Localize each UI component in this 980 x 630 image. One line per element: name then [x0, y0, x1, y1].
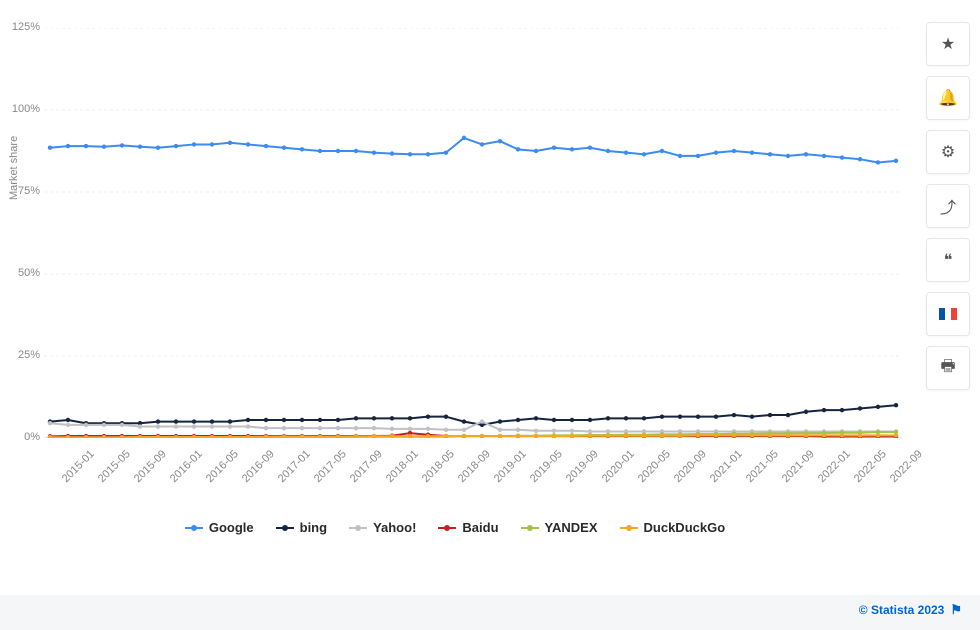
legend-swatch-icon — [521, 525, 539, 531]
legend-item[interactable]: Google — [185, 520, 254, 535]
print-icon[interactable]: 🖶 — [926, 346, 970, 390]
legend-label: Baidu — [462, 520, 498, 535]
chart-container: Market share 0%25%50%75%100%125% 2015-01… — [0, 0, 980, 595]
share-icon[interactable]: ⤴ — [926, 184, 970, 228]
x-tick-label: 2015-01 — [60, 448, 97, 485]
y-tick-label: 100% — [10, 103, 40, 115]
series-line — [50, 138, 896, 163]
gear-icon[interactable]: ⚙ — [926, 130, 970, 174]
legend-swatch-icon — [349, 525, 367, 531]
x-tick-label: 2022-01 — [816, 448, 853, 485]
legend-label: DuckDuckGo — [644, 520, 726, 535]
legend-item[interactable]: DuckDuckGo — [620, 520, 726, 535]
x-tick-label: 2016-05 — [204, 448, 241, 485]
legend-item[interactable]: bing — [276, 520, 327, 535]
footer-attribution: © Statista 2023 ⚑ — [859, 602, 962, 618]
y-tick-label: 125% — [10, 21, 40, 33]
star-icon[interactable]: ★ — [926, 22, 970, 66]
legend-swatch-icon — [438, 525, 456, 531]
copyright-text: © Statista 2023 — [859, 603, 945, 617]
x-tick-label: 2018-09 — [456, 448, 493, 485]
x-tick-label: 2020-01 — [600, 448, 637, 485]
y-tick-label: 0% — [10, 431, 40, 443]
x-tick-label: 2019-05 — [528, 448, 565, 485]
legend-swatch-icon — [276, 525, 294, 531]
x-tick-label: 2022-05 — [852, 448, 889, 485]
legend-item[interactable]: YANDEX — [521, 520, 598, 535]
x-tick-label: 2017-05 — [312, 448, 349, 485]
x-tick-label: 2021-05 — [744, 448, 781, 485]
legend-label: YANDEX — [545, 520, 598, 535]
legend-swatch-icon — [620, 525, 638, 531]
flag-glyph-icon: ⚑ — [950, 602, 962, 618]
x-tick-label: 2015-09 — [132, 448, 169, 485]
x-tick-label: 2019-01 — [492, 448, 529, 485]
sidebar-toolbar: ★ 🔔 ⚙ ⤴ ❝ 🖶 — [926, 22, 968, 390]
x-tick-label: 2021-01 — [708, 448, 745, 485]
legend-item[interactable]: Baidu — [438, 520, 498, 535]
legend-item[interactable]: Yahoo! — [349, 520, 416, 535]
legend: Google bing Yahoo! Baidu YANDEX DuckDuckGo — [0, 520, 910, 535]
x-tick-label: 2020-09 — [672, 448, 709, 485]
bell-icon[interactable]: 🔔 — [926, 76, 970, 120]
y-tick-label: 75% — [10, 185, 40, 197]
x-tick-label: 2017-01 — [276, 448, 313, 485]
y-tick-label: 50% — [10, 267, 40, 279]
x-tick-label: 2016-09 — [240, 448, 277, 485]
legend-label: bing — [300, 520, 327, 535]
y-tick-label: 25% — [10, 349, 40, 361]
plot-area — [44, 28, 902, 438]
x-tick-label: 2020-05 — [636, 448, 673, 485]
x-tick-label: 2022-09 — [888, 448, 925, 485]
x-tick-label: 2018-01 — [384, 448, 421, 485]
x-tick-label: 2016-01 — [168, 448, 205, 485]
quote-icon[interactable]: ❝ — [926, 238, 970, 282]
x-tick-label: 2021-09 — [780, 448, 817, 485]
x-tick-label: 2015-05 — [96, 448, 133, 485]
flag-icon[interactable] — [926, 292, 970, 336]
x-tick-label: 2018-05 — [420, 448, 457, 485]
x-tick-label: 2017-09 — [348, 448, 385, 485]
legend-label: Yahoo! — [373, 520, 416, 535]
legend-label: Google — [209, 520, 254, 535]
france-flag-icon — [939, 308, 957, 320]
x-tick-label: 2019-09 — [564, 448, 601, 485]
chart-svg — [44, 28, 902, 438]
legend-swatch-icon — [185, 525, 203, 531]
